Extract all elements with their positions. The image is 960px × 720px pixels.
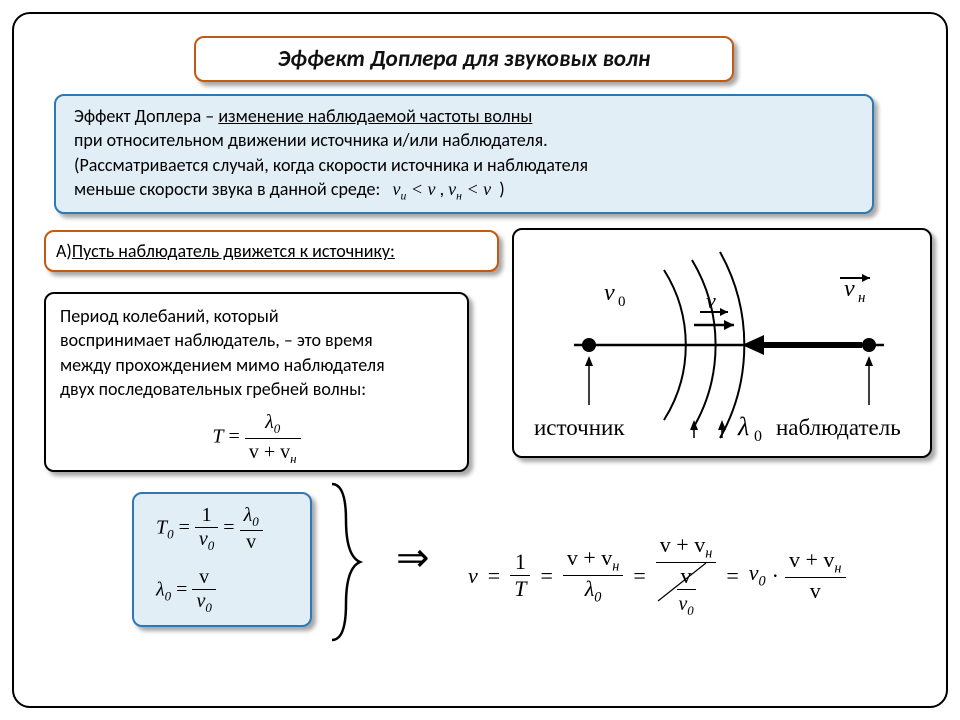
definition-box: Эффект Доплера – изменение наблюдаемой ч…	[54, 94, 874, 214]
doppler-diagram: ν 0 v v н источник λ 0 наб	[514, 230, 934, 460]
case-a-box: А) Пусть наблюдатель движется к источник…	[44, 230, 499, 272]
def-close: )	[499, 178, 504, 200]
period-box: Период колебаний, который воспринимает н…	[44, 292, 469, 472]
def-lead: Эффект Доплера –	[74, 105, 218, 127]
period-l4: двух последовательных гребней волны:	[60, 377, 453, 401]
aux-row1: T0 = 1ν0 = λ0v	[156, 504, 302, 554]
svg-text:0: 0	[618, 294, 626, 310]
period-l3: между прохождением мимо наблюдателя	[60, 353, 453, 377]
svg-text:н: н	[858, 290, 865, 306]
slide-frame: Эффект Доплера для звуковых волн Эффект …	[12, 12, 948, 708]
result-formula: ν= 1T = v + vнλ0 = v + vнvν0 = ν0· v + v…	[468, 532, 846, 619]
brace-icon	[324, 480, 364, 645]
case-a-text: Пусть наблюдатель движется к источнику:	[72, 240, 395, 262]
period-formula: T = λ0v + vн	[60, 409, 453, 467]
implies-icon: ⇒	[396, 534, 430, 581]
def-rest2: (Рассматривается случай, когда скорости …	[74, 154, 588, 176]
def-cond1: vи < v	[393, 179, 436, 199]
def-rest1: при относительном движении источника и/и…	[74, 129, 548, 151]
svg-text:v: v	[844, 276, 855, 302]
aux-row2: λ0 = vν0	[156, 566, 302, 616]
diagram-source-label: источник	[534, 415, 625, 440]
period-l1: Период колебаний, который	[60, 304, 453, 328]
period-l2: воспринимает наблюдатель, – это время	[60, 328, 453, 352]
title-text: Эффект Доплера для звуковых волн	[278, 45, 651, 73]
svg-text:v: v	[706, 288, 716, 313]
diagram-box: ν 0 v v н источник λ 0 наб	[512, 228, 932, 458]
title-box: Эффект Доплера для звуковых волн	[194, 36, 734, 82]
def-cond2: vн < v	[448, 179, 491, 199]
svg-text:0: 0	[754, 428, 762, 445]
def-rest3a: меньше скорости звука в данной среде:	[74, 178, 380, 200]
aux-box: T0 = 1ν0 = λ0v λ0 = vν0	[132, 492, 312, 627]
svg-text:ν: ν	[604, 280, 615, 306]
svg-text:λ: λ	[737, 412, 749, 441]
def-keyword: изменение наблюдаемой частоты волны	[218, 105, 532, 127]
diagram-observer-label: наблюдатель	[776, 415, 901, 440]
case-a-label: А)	[56, 240, 72, 262]
def-sep: ,	[440, 178, 449, 200]
